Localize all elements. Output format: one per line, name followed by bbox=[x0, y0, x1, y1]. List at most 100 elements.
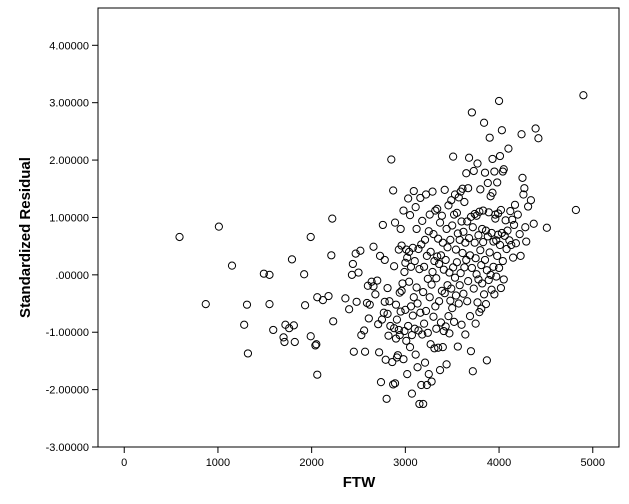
data-point bbox=[446, 235, 455, 244]
data-point bbox=[457, 217, 466, 226]
data-point bbox=[500, 231, 509, 240]
data-point bbox=[421, 306, 431, 316]
data-point bbox=[379, 308, 388, 317]
data-point bbox=[476, 185, 485, 194]
data-point bbox=[311, 341, 320, 350]
data-point bbox=[502, 244, 511, 254]
data-point bbox=[482, 356, 491, 365]
data-point bbox=[437, 286, 446, 296]
data-point bbox=[408, 243, 417, 252]
data-point bbox=[405, 277, 414, 286]
data-point bbox=[365, 300, 374, 309]
data-point bbox=[495, 240, 505, 250]
data-point bbox=[418, 216, 427, 226]
data-point bbox=[396, 307, 405, 316]
data-point bbox=[289, 321, 298, 330]
data-point bbox=[373, 276, 382, 285]
data-point bbox=[403, 253, 412, 262]
data-point bbox=[430, 256, 439, 266]
data-point bbox=[356, 246, 365, 255]
data-point bbox=[416, 308, 425, 317]
data-point bbox=[382, 394, 391, 403]
data-point bbox=[376, 378, 386, 387]
data-point bbox=[465, 312, 475, 321]
data-point bbox=[405, 343, 415, 352]
data-point bbox=[419, 287, 428, 297]
data-point bbox=[421, 190, 431, 199]
data-point bbox=[478, 224, 487, 234]
data-point bbox=[508, 215, 517, 224]
data-point bbox=[447, 284, 456, 293]
data-point bbox=[479, 238, 488, 247]
data-point bbox=[492, 272, 501, 281]
data-point bbox=[404, 194, 413, 203]
data-point bbox=[364, 314, 373, 323]
data-point bbox=[498, 256, 507, 266]
data-point bbox=[471, 254, 480, 263]
data-point bbox=[413, 299, 422, 308]
data-point bbox=[285, 324, 294, 333]
data-point bbox=[390, 218, 400, 227]
data-point bbox=[306, 232, 315, 242]
data-point bbox=[493, 178, 502, 187]
data-point bbox=[473, 298, 482, 307]
data-point bbox=[526, 196, 536, 205]
y-tick-label: 2.00000 bbox=[49, 155, 89, 167]
data-point bbox=[395, 330, 404, 340]
data-point bbox=[432, 324, 441, 333]
data-point bbox=[490, 290, 499, 299]
data-point bbox=[415, 399, 424, 409]
data-point bbox=[388, 357, 397, 367]
data-point bbox=[352, 297, 361, 306]
x-tick-label: 2000 bbox=[299, 457, 323, 469]
data-point bbox=[259, 269, 268, 278]
data-point bbox=[447, 196, 456, 205]
data-point bbox=[409, 293, 418, 302]
data-point bbox=[451, 291, 461, 300]
data-point bbox=[423, 274, 432, 283]
data-point bbox=[519, 190, 528, 199]
data-point bbox=[434, 259, 444, 269]
data-point bbox=[487, 285, 496, 294]
data-point bbox=[496, 283, 506, 293]
data-point bbox=[425, 293, 434, 302]
data-point bbox=[464, 277, 473, 286]
data-point bbox=[433, 204, 442, 213]
data-point bbox=[419, 262, 429, 271]
x-tick-label: 4000 bbox=[487, 457, 511, 469]
data-point bbox=[328, 214, 337, 223]
data-point bbox=[503, 226, 512, 235]
data-point bbox=[436, 318, 446, 327]
data-point bbox=[479, 206, 488, 215]
data-point bbox=[394, 325, 403, 335]
data-point bbox=[511, 239, 521, 248]
data-point bbox=[458, 184, 467, 193]
data-point bbox=[490, 167, 499, 176]
data-point bbox=[414, 244, 423, 254]
data-point bbox=[435, 366, 445, 375]
data-point bbox=[410, 324, 419, 333]
data-point bbox=[318, 295, 327, 305]
data-point bbox=[397, 241, 406, 250]
data-point bbox=[400, 267, 409, 277]
data-point bbox=[341, 294, 350, 303]
data-point bbox=[469, 166, 478, 176]
data-point bbox=[410, 256, 419, 266]
data-point bbox=[470, 209, 479, 219]
y-tick-label: 3.00000 bbox=[49, 98, 89, 110]
data-point bbox=[457, 320, 466, 329]
data-point bbox=[423, 328, 432, 337]
data-point bbox=[444, 312, 453, 321]
data-point bbox=[579, 91, 588, 100]
data-point bbox=[499, 165, 508, 174]
data-point bbox=[399, 206, 408, 215]
data-point bbox=[495, 151, 505, 161]
data-point bbox=[324, 291, 333, 301]
data-point bbox=[424, 370, 433, 379]
data-point bbox=[462, 169, 471, 178]
data-point bbox=[437, 211, 446, 220]
data-point bbox=[444, 201, 453, 210]
data-point bbox=[407, 389, 417, 398]
data-point bbox=[496, 205, 506, 215]
data-point bbox=[521, 223, 530, 232]
